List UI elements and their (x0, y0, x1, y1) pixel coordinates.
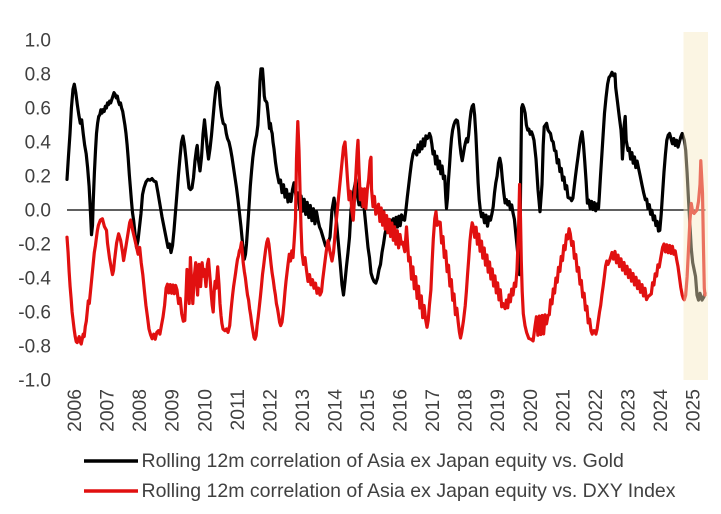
svg-text:2013: 2013 (293, 389, 314, 432)
svg-text:-0.6: -0.6 (18, 303, 51, 324)
svg-text:2012: 2012 (260, 389, 281, 432)
svg-text:2009: 2009 (163, 389, 184, 432)
svg-text:-0.8: -0.8 (18, 337, 51, 358)
svg-text:2020: 2020 (521, 389, 542, 432)
svg-text:2010: 2010 (195, 389, 216, 432)
svg-text:2015: 2015 (358, 389, 379, 432)
svg-text:2014: 2014 (326, 389, 347, 432)
svg-text:0.6: 0.6 (25, 99, 51, 120)
svg-text:2008: 2008 (130, 389, 151, 432)
svg-text:2019: 2019 (488, 389, 509, 432)
svg-text:2018: 2018 (456, 389, 477, 432)
svg-text:0.0: 0.0 (25, 201, 51, 222)
svg-text:1.0: 1.0 (25, 31, 51, 52)
svg-text:2022: 2022 (586, 389, 607, 432)
svg-text:2021: 2021 (553, 389, 574, 432)
svg-text:2025: 2025 (684, 389, 705, 432)
svg-text:0.8: 0.8 (25, 65, 51, 86)
svg-text:0.2: 0.2 (25, 167, 51, 188)
svg-text:Rolling 12m correlation of Asi: Rolling 12m correlation of Asia ex Japan… (142, 450, 624, 472)
svg-text:0.4: 0.4 (25, 133, 52, 154)
svg-text:2023: 2023 (618, 389, 639, 432)
svg-text:2024: 2024 (651, 389, 672, 432)
svg-text:2011: 2011 (228, 389, 249, 430)
svg-text:2006: 2006 (65, 389, 86, 432)
svg-text:-0.2: -0.2 (18, 235, 51, 256)
svg-text:Rolling 12m correlation of Asi: Rolling 12m correlation of Asia ex Japan… (142, 480, 676, 502)
svg-text:2007: 2007 (98, 389, 119, 432)
svg-text:-1.0: -1.0 (18, 371, 51, 392)
svg-text:-0.4: -0.4 (18, 269, 51, 290)
svg-text:2017: 2017 (423, 389, 444, 432)
svg-text:2016: 2016 (391, 389, 412, 432)
